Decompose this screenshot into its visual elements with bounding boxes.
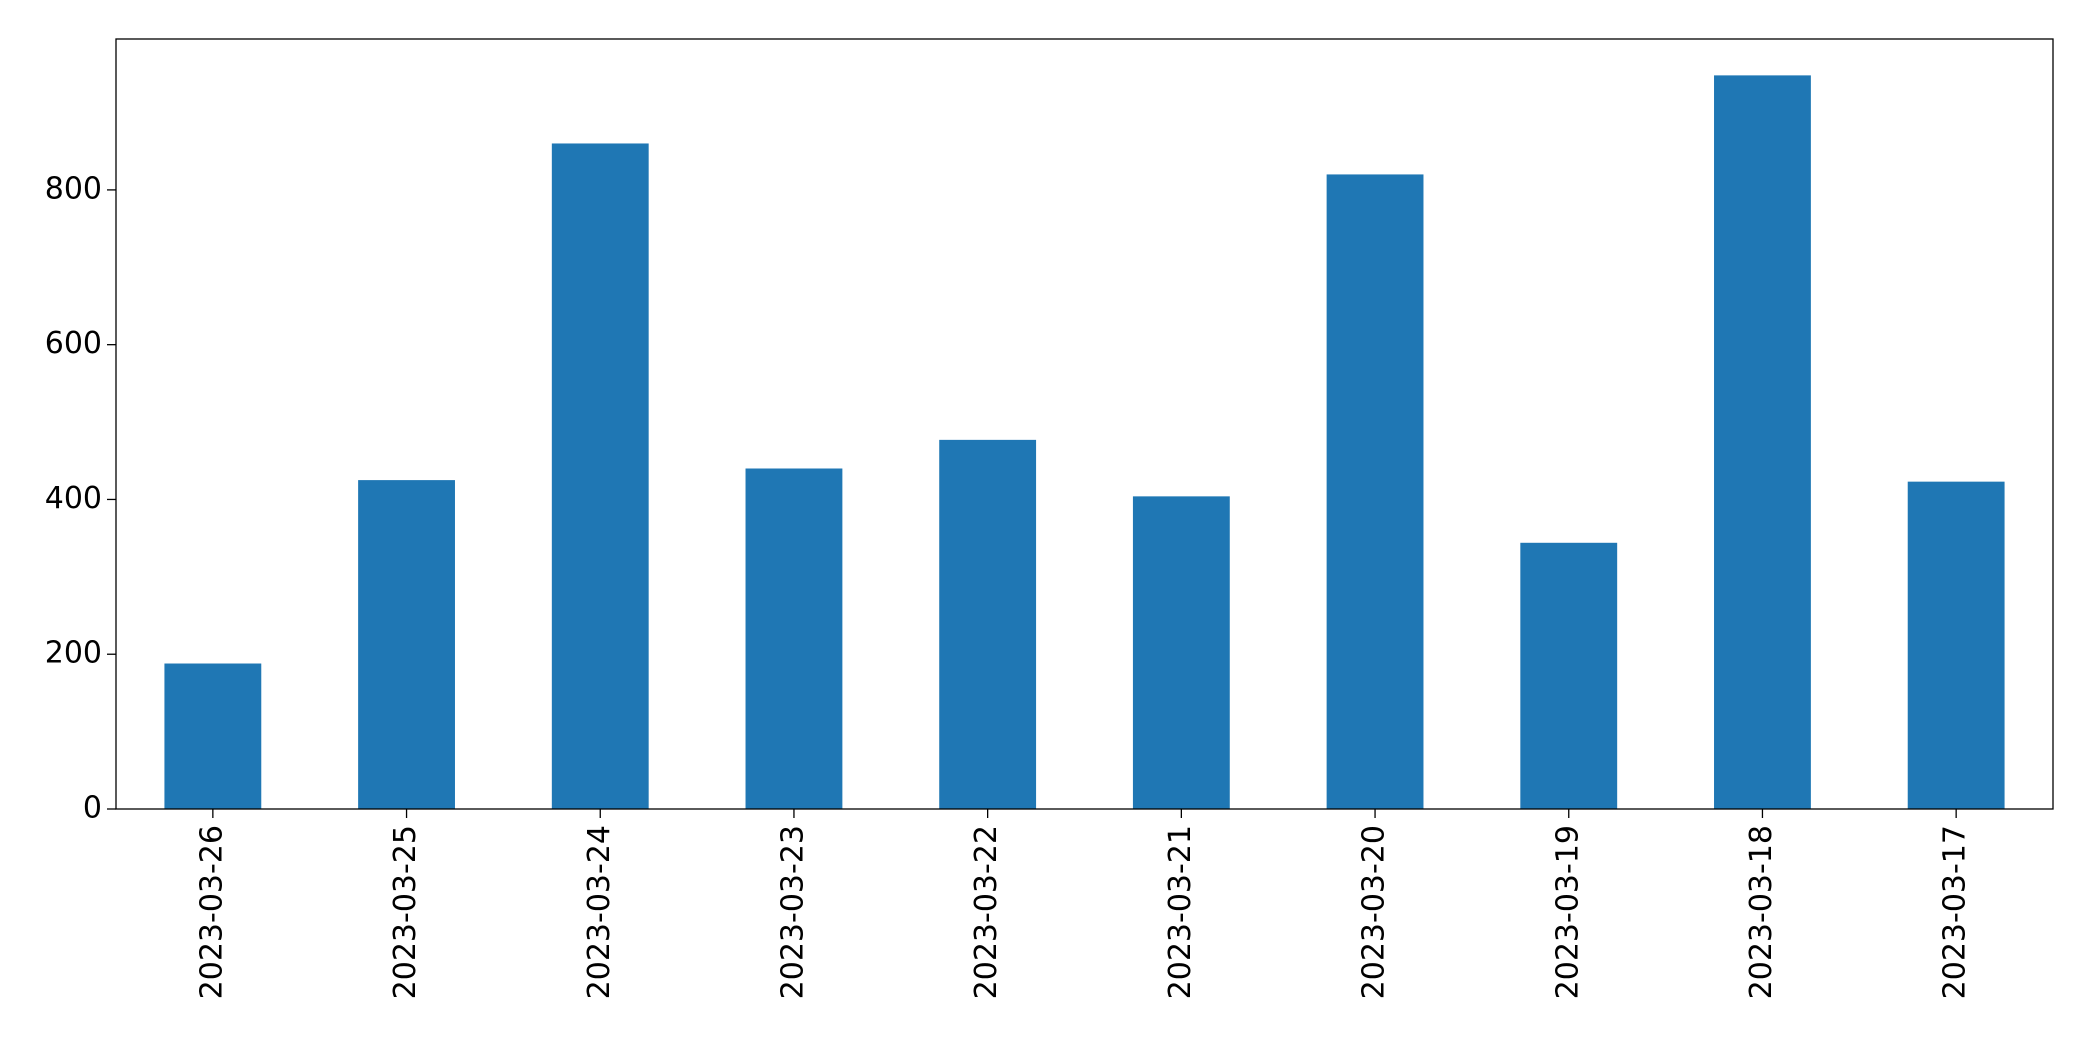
x-tick-label: 2023-03-20 [1357, 825, 1392, 999]
bar [164, 663, 262, 809]
bar [358, 480, 455, 809]
bar [745, 468, 843, 809]
bar [939, 439, 1037, 809]
bar [1714, 75, 1811, 810]
x-tick-label: 2023-03-17 [1938, 825, 1973, 999]
plot-frame [115, 38, 2054, 810]
bar [1132, 496, 1230, 809]
y-tick-label: 600 [45, 326, 102, 361]
y-tick-label: 200 [45, 636, 102, 671]
x-tick-label: 2023-03-25 [388, 825, 423, 999]
y-tick-label: 0 [83, 791, 102, 826]
x-tick-label: 2023-03-18 [1744, 825, 1779, 999]
x-tick-label: 2023-03-21 [1163, 825, 1198, 999]
y-tick-label: 400 [45, 481, 102, 516]
x-tick-label: 2023-03-24 [582, 825, 617, 999]
x-tick-label: 2023-03-19 [1550, 825, 1585, 999]
x-tick-label: 2023-03-26 [194, 825, 229, 999]
x-tick-label: 2023-03-22 [969, 825, 1004, 999]
bar [1326, 174, 1424, 810]
bar [1907, 481, 2005, 809]
bar [551, 143, 649, 810]
bar [1520, 542, 1618, 809]
y-tick-label: 800 [45, 171, 102, 206]
x-tick-label: 2023-03-23 [775, 825, 810, 999]
